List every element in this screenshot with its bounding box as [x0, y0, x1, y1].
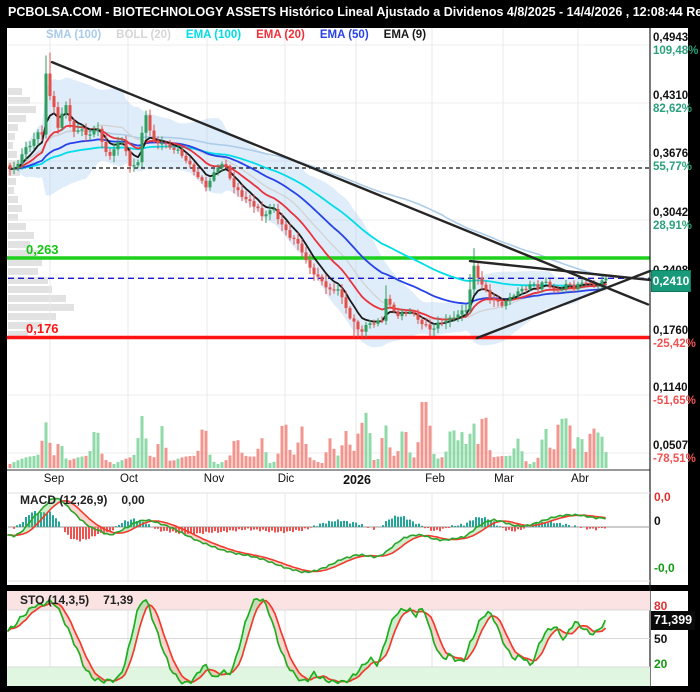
sto-axis-mid: 50	[654, 632, 668, 646]
y-axis-tick-price: 0,3042	[653, 207, 689, 219]
x-axis-month-label: 2026	[343, 473, 371, 487]
page-title: PCBOLSA.COM - BIOTECHNOLOGY ASSETS Histó…	[8, 5, 700, 19]
y-axis-tick-pct: 55,77%	[653, 161, 693, 173]
sto-value: 71,39	[103, 593, 134, 607]
resistance-price-label: 0,263	[26, 242, 59, 257]
y-axis-tick-pct: 28,91%	[653, 220, 693, 232]
sto-axis-overbought: 80	[654, 599, 668, 613]
x-axis-month-label: Mar	[494, 473, 514, 485]
current-price-badge: 0,2410	[651, 270, 691, 292]
sto-label: STO (14,3,5)	[20, 593, 90, 607]
legend-item: EMA (100)	[185, 29, 242, 41]
legend-item: EMA (20)	[256, 29, 305, 41]
y-axis-tick-pct: 109,48%	[653, 45, 699, 57]
x-axis-month-label: Feb	[425, 473, 445, 485]
x-axis-month-label: Abr	[571, 473, 589, 485]
legend-item: BOLL (20)	[116, 29, 171, 41]
x-axis-month-label: Sep	[43, 473, 65, 485]
y-axis-tick-price: 0,1760	[653, 325, 689, 337]
macd-axis-zero: 0	[654, 514, 661, 528]
legend-item: SMA (100)	[46, 29, 102, 41]
legend: SMA (100) BOLL (20) EMA (100) EMA (20) EMA (…	[46, 29, 426, 41]
sto-current-badge: 71,399	[651, 611, 695, 630]
macd-axis-high: 0,0	[654, 490, 671, 504]
sto-panel-header: STO (14,3,5) 71,39	[20, 593, 133, 607]
sto-axis-oversold: 20	[654, 657, 668, 671]
legend-item: EMA (50)	[319, 29, 369, 41]
y-axis-tick-price: 0,1140	[653, 382, 688, 394]
y-axis-tick-price: 0,3676	[653, 148, 689, 160]
legend-item: EMA (9)	[383, 29, 427, 41]
x-axis-month-label: Oct	[120, 473, 138, 485]
y-axis-tick-price: 0,4943	[653, 32, 689, 44]
support-price-label: 0,176	[26, 321, 59, 336]
y-axis-tick-price: 0,0507	[653, 440, 689, 452]
macd-label: MACD (12,26,9)	[20, 493, 108, 507]
macd-panel-header: MACD (12,26,9) 0,00	[20, 493, 145, 507]
x-axis-month-label: Dic	[277, 473, 295, 485]
y-axis-tick-pct: -25,42%	[653, 338, 696, 350]
x-axis-month-label: Nov	[203, 473, 225, 485]
macd-value: 0,00	[121, 493, 145, 507]
y-axis-tick-pct: -51,65%	[653, 395, 696, 407]
macd-axis-low: -0,0	[654, 561, 675, 575]
y-axis-tick-pct: 82,62%	[653, 103, 693, 115]
y-axis-tick-price: 0,4310	[653, 90, 689, 102]
y-axis-tick-pct: -78,51%	[653, 453, 696, 465]
